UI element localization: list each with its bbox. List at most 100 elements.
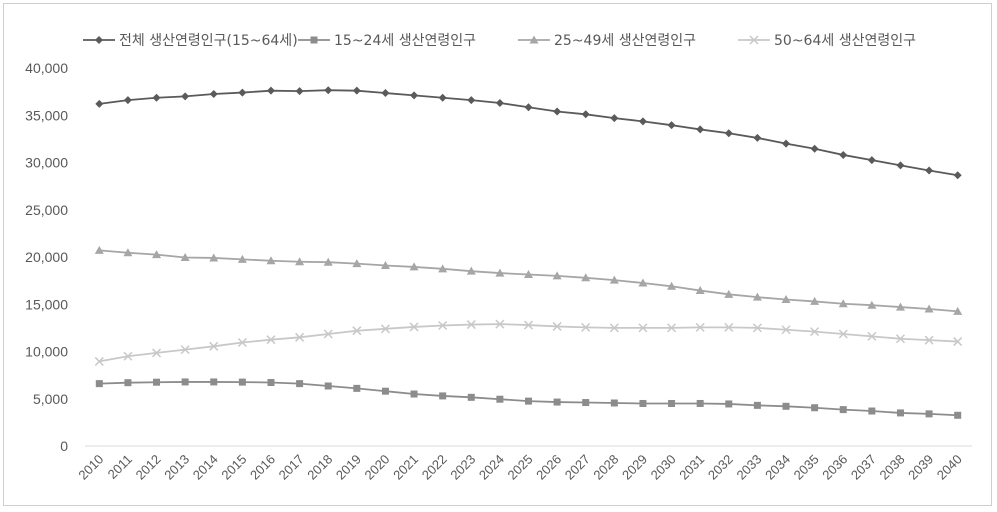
data-point	[610, 114, 618, 122]
data-point	[725, 400, 732, 407]
data-point	[182, 378, 189, 385]
data-point	[925, 167, 933, 175]
y-tick-label: 10,000	[25, 344, 68, 360]
series-line	[99, 250, 957, 311]
x-tick-label: 2028	[590, 452, 621, 483]
data-point	[96, 380, 103, 387]
y-tick-label: 35,000	[25, 107, 68, 123]
x-tick-label: 2023	[447, 452, 478, 483]
data-point	[554, 399, 561, 406]
y-tick-label: 30,000	[25, 155, 68, 171]
data-point	[639, 400, 646, 407]
series-1	[95, 86, 961, 179]
legend-item-4: 50~64세 생산연령인구	[738, 33, 916, 49]
data-point	[238, 89, 246, 97]
legend-item-3: 25~49세 생산연령인구	[518, 33, 696, 49]
y-tick-label: 15,000	[25, 296, 68, 312]
x-tick-label: 2014	[190, 452, 221, 483]
x-axis: 2010201120122013201420152016201720182019…	[75, 446, 972, 483]
legend-label: 25~49세 생산연령인구	[554, 33, 696, 49]
x-tick-label: 2010	[75, 452, 106, 483]
chart-frame: 전체 생산연령인구(15~64세) 15~24세 생산연령인구 25~49세 생산연…	[3, 3, 992, 506]
y-axis: 0 5,000 10,000 15,000 20,000 25,000 30,000 35,0…	[25, 60, 68, 454]
data-point	[124, 379, 131, 386]
data-point	[439, 392, 446, 399]
y-tick-label: 40,000	[25, 60, 68, 76]
x-tick-label: 2037	[848, 452, 879, 483]
data-point	[439, 94, 447, 102]
x-tick-label: 2024	[476, 452, 507, 483]
data-point	[697, 400, 704, 407]
y-tick-label: 5,000	[33, 391, 68, 407]
x-tick-label: 2038	[877, 452, 908, 483]
x-tick-label: 2029	[619, 452, 650, 483]
x-tick-label: 2025	[505, 452, 536, 483]
data-point	[381, 89, 389, 97]
data-point	[611, 400, 618, 407]
x-tick-label: 2035	[791, 452, 822, 483]
series-3	[95, 246, 962, 315]
data-point	[153, 379, 160, 386]
x-tick-label: 2016	[247, 452, 278, 483]
data-point	[496, 396, 503, 403]
data-point	[181, 92, 189, 100]
data-point	[496, 99, 504, 107]
x-tick-label: 2021	[390, 452, 421, 483]
data-point	[239, 379, 246, 386]
legend-label: 전체 생산연령인구(15~64세)	[119, 33, 298, 49]
legend-marker	[311, 37, 318, 44]
data-point	[467, 96, 475, 104]
data-point	[553, 107, 561, 115]
data-point	[782, 140, 790, 148]
legend-label: 50~64세 생산연령인구	[774, 33, 916, 49]
x-tick-label: 2039	[905, 452, 936, 483]
data-point	[353, 385, 360, 392]
y-tick-label: 25,000	[25, 202, 68, 218]
data-point	[811, 404, 818, 411]
line-chart: 전체 생산연령인구(15~64세) 15~24세 생산연령인구 25~49세 생산연…	[4, 4, 993, 507]
data-point	[267, 87, 275, 95]
legend-item-2: 15~24세 생산연령인구	[298, 33, 476, 49]
y-tick-label: 0	[60, 438, 68, 454]
legend: 전체 생산연령인구(15~64세) 15~24세 생산연령인구 25~49세 생산연…	[83, 33, 916, 49]
data-point	[353, 87, 361, 95]
x-tick-label: 2027	[562, 452, 593, 483]
data-point	[410, 91, 418, 99]
data-point	[296, 380, 303, 387]
x-tick-label: 2019	[333, 452, 364, 483]
data-point	[868, 408, 875, 415]
data-point	[468, 394, 475, 401]
legend-label: 15~24세 생산연령인구	[334, 33, 476, 49]
data-point	[325, 382, 332, 389]
x-tick-label: 2031	[676, 452, 707, 483]
series-2	[96, 378, 961, 418]
data-point	[153, 94, 161, 102]
series-4	[95, 320, 961, 365]
data-point	[897, 409, 904, 416]
data-point	[926, 410, 933, 417]
x-tick-label: 2034	[762, 452, 793, 483]
data-point	[210, 378, 217, 385]
x-tick-label: 2032	[705, 452, 736, 483]
data-point	[210, 90, 218, 98]
y-tick-label: 20,000	[25, 249, 68, 265]
x-tick-label: 2020	[361, 452, 392, 483]
x-tick-label: 2017	[276, 452, 307, 483]
data-point	[296, 87, 304, 95]
x-tick-label: 2030	[648, 452, 679, 483]
data-point	[954, 412, 961, 419]
data-point	[382, 388, 389, 395]
data-point	[839, 151, 847, 159]
legend-item-1: 전체 생산연령인구(15~64세)	[83, 33, 298, 49]
data-point	[725, 129, 733, 137]
data-point	[525, 103, 533, 111]
data-point	[668, 400, 675, 407]
data-point	[411, 391, 418, 398]
x-tick-label: 2013	[161, 452, 192, 483]
x-tick-label: 2036	[819, 452, 850, 483]
data-point	[811, 145, 819, 153]
x-tick-label: 2011	[105, 452, 135, 482]
data-point	[696, 125, 704, 133]
data-point	[668, 121, 676, 129]
data-point	[896, 161, 904, 169]
